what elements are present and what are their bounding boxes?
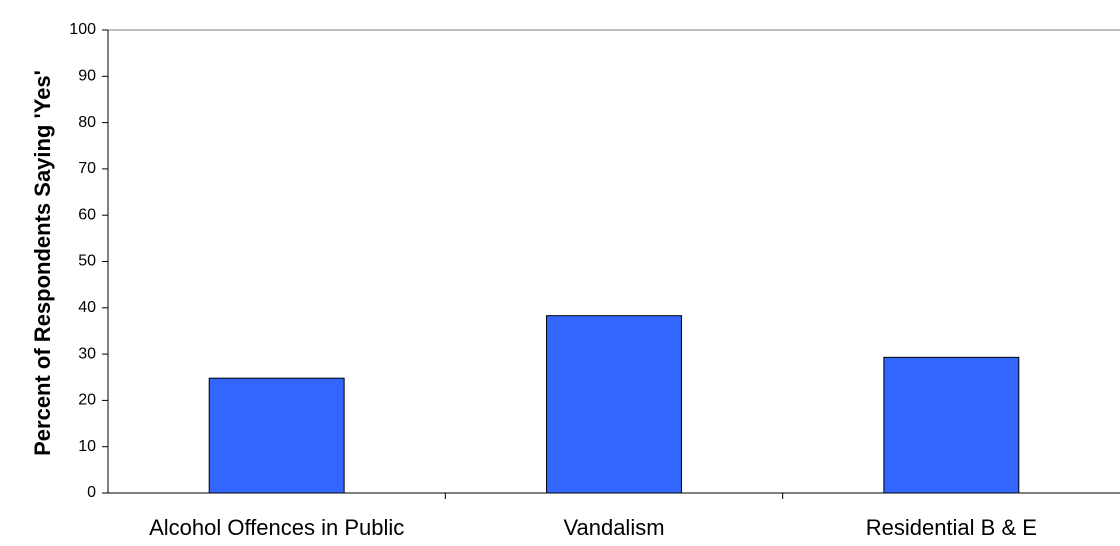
x-category-label: Alcohol Offences in Public <box>149 515 404 540</box>
x-axis <box>444 493 784 499</box>
y-tick-label: 80 <box>78 114 96 131</box>
y-axis-title: Percent of Respondents Saying 'Yes' <box>30 70 55 456</box>
y-axis: 0 10 20 30 40 50 60 70 80 90 100 <box>69 21 108 501</box>
y-tick-label: 0 <box>87 484 96 501</box>
y-tick-label: 20 <box>78 392 96 409</box>
bar <box>208 377 345 494</box>
bars <box>208 315 1020 494</box>
bar <box>546 315 682 494</box>
y-tick-label: 100 <box>69 21 96 38</box>
x-category-label: Vandalism <box>563 515 664 540</box>
y-tick-label: 10 <box>78 438 96 455</box>
y-tick-label: 70 <box>78 160 96 177</box>
y-tick-label: 30 <box>78 345 96 362</box>
x-category-label: Residential B & E <box>866 515 1037 540</box>
y-tick-label: 50 <box>78 253 96 270</box>
y-tick-label: 60 <box>78 206 96 223</box>
y-tick-label: 90 <box>78 68 96 85</box>
bar <box>883 356 1020 494</box>
y-tick-label: 40 <box>78 299 96 316</box>
category-labels: Alcohol Offences in Public Vandalism Resid… <box>149 515 1037 540</box>
